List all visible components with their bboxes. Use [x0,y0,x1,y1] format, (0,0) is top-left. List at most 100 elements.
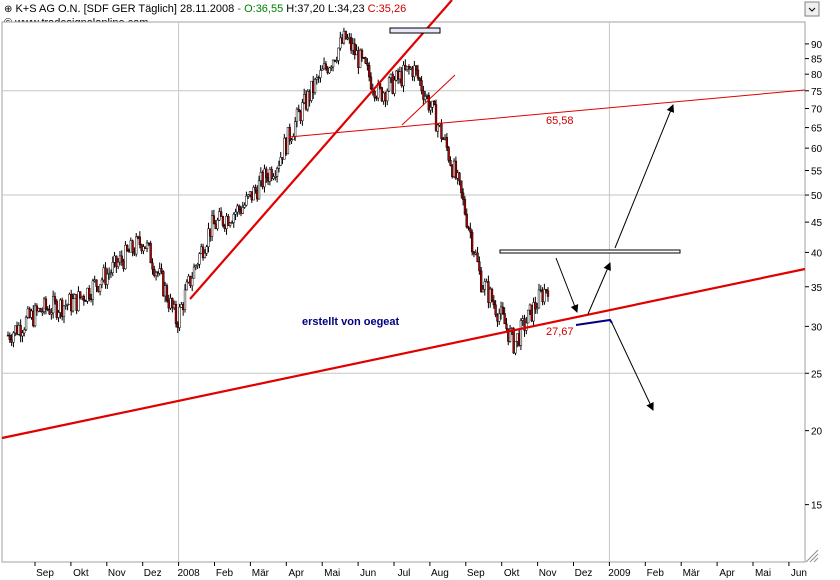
candle-body [156,272,160,274]
candle-body [95,279,98,287]
short-uptrend-line [401,74,456,126]
x-tick-label: 2009 [608,568,631,579]
candle-body [308,91,311,101]
candle-body [191,277,194,287]
candle-body [131,240,134,253]
resize-grip-icon[interactable] [805,549,819,563]
candle-body [230,222,234,224]
candle-body [151,262,154,270]
candle-body [52,296,55,314]
y-tick-label: 65 [811,124,823,135]
candle-body [41,311,44,313]
steep-uptrend-line [189,0,453,300]
candle-body [39,308,42,313]
candle-body [86,287,89,302]
x-axis: Sep Okt Nov Dez 2008 Feb Mär Apr Mai Jun Jul Aug Sep… [34,562,807,579]
candle-body [375,97,378,99]
candle-body [532,302,535,322]
candle-body [180,304,183,308]
candle-body [221,216,225,226]
candle-body [205,246,208,254]
candle-body [23,329,26,334]
candle-body [32,310,35,327]
candle-body [380,87,383,102]
candle-body [42,298,46,312]
candle-body [196,264,199,266]
candle-body [342,30,346,44]
candle-body [317,77,320,79]
candle-body [391,73,394,94]
candle-body [284,137,288,155]
y-tick-label: 45 [811,218,823,229]
candle-body [294,121,297,137]
candle-body [64,304,67,307]
candle-body [8,335,11,340]
candle-body [355,50,358,56]
arrow-down-to-support [555,257,579,313]
candle-body [162,271,165,297]
candle-body [449,160,452,166]
candle-body [387,77,391,92]
y-tick-label: 90 [811,40,823,51]
candle-body [490,288,494,301]
window-menu-button[interactable] [804,1,820,17]
candle-body [245,195,248,206]
candle-body [416,69,420,79]
candle-body [227,216,230,226]
candle-body [322,63,326,70]
candle-body [465,213,468,228]
candle-body [452,160,456,178]
candle-body [382,92,385,102]
candle-body [57,312,60,318]
candle-body [483,281,486,290]
candle-body [160,268,163,272]
candle-body [26,308,30,318]
candle-body [434,104,438,132]
candle-body [530,304,533,322]
candle-body [66,304,69,306]
candle-body [145,242,149,249]
x-tick-label: Sep [36,568,54,579]
candle-body [505,323,508,329]
chevron-down-icon [808,7,816,12]
candle-body [136,236,140,239]
candle-body [198,253,201,265]
candle-body [277,165,281,169]
x-tick-label: Nov [108,568,126,579]
candle-body [263,168,266,188]
candle-body [404,64,407,70]
candle-body [98,284,102,292]
candle-body [467,226,470,229]
candle-body [521,318,524,321]
candle-body [80,295,84,298]
candle-body [75,294,78,311]
candle-body [360,49,364,58]
candle-body [499,306,503,315]
candle-body [223,225,226,229]
candle-body [185,281,188,291]
candle-body [48,309,51,315]
open-label: - O:36,55 [237,3,284,15]
candle-body [496,314,499,322]
candle-body [344,30,347,40]
candle-body [415,65,418,71]
candle-body [348,37,351,39]
candle-body [124,245,127,269]
candle-body [163,285,167,297]
candle-body [286,126,290,155]
candle-body [225,216,228,229]
candle-body [295,108,299,122]
candle-body [73,294,76,300]
candle-body [445,137,449,148]
candle-body [405,66,409,70]
x-tick-label: Okt [504,568,520,579]
candle-body [364,57,367,64]
candle-body [546,290,550,297]
candle-body [266,177,270,182]
candle-body [118,255,122,263]
candle-body [440,122,443,139]
candle-body [50,312,53,315]
candle-body [503,313,506,325]
candle-body [508,328,512,342]
candle-body [543,289,546,303]
